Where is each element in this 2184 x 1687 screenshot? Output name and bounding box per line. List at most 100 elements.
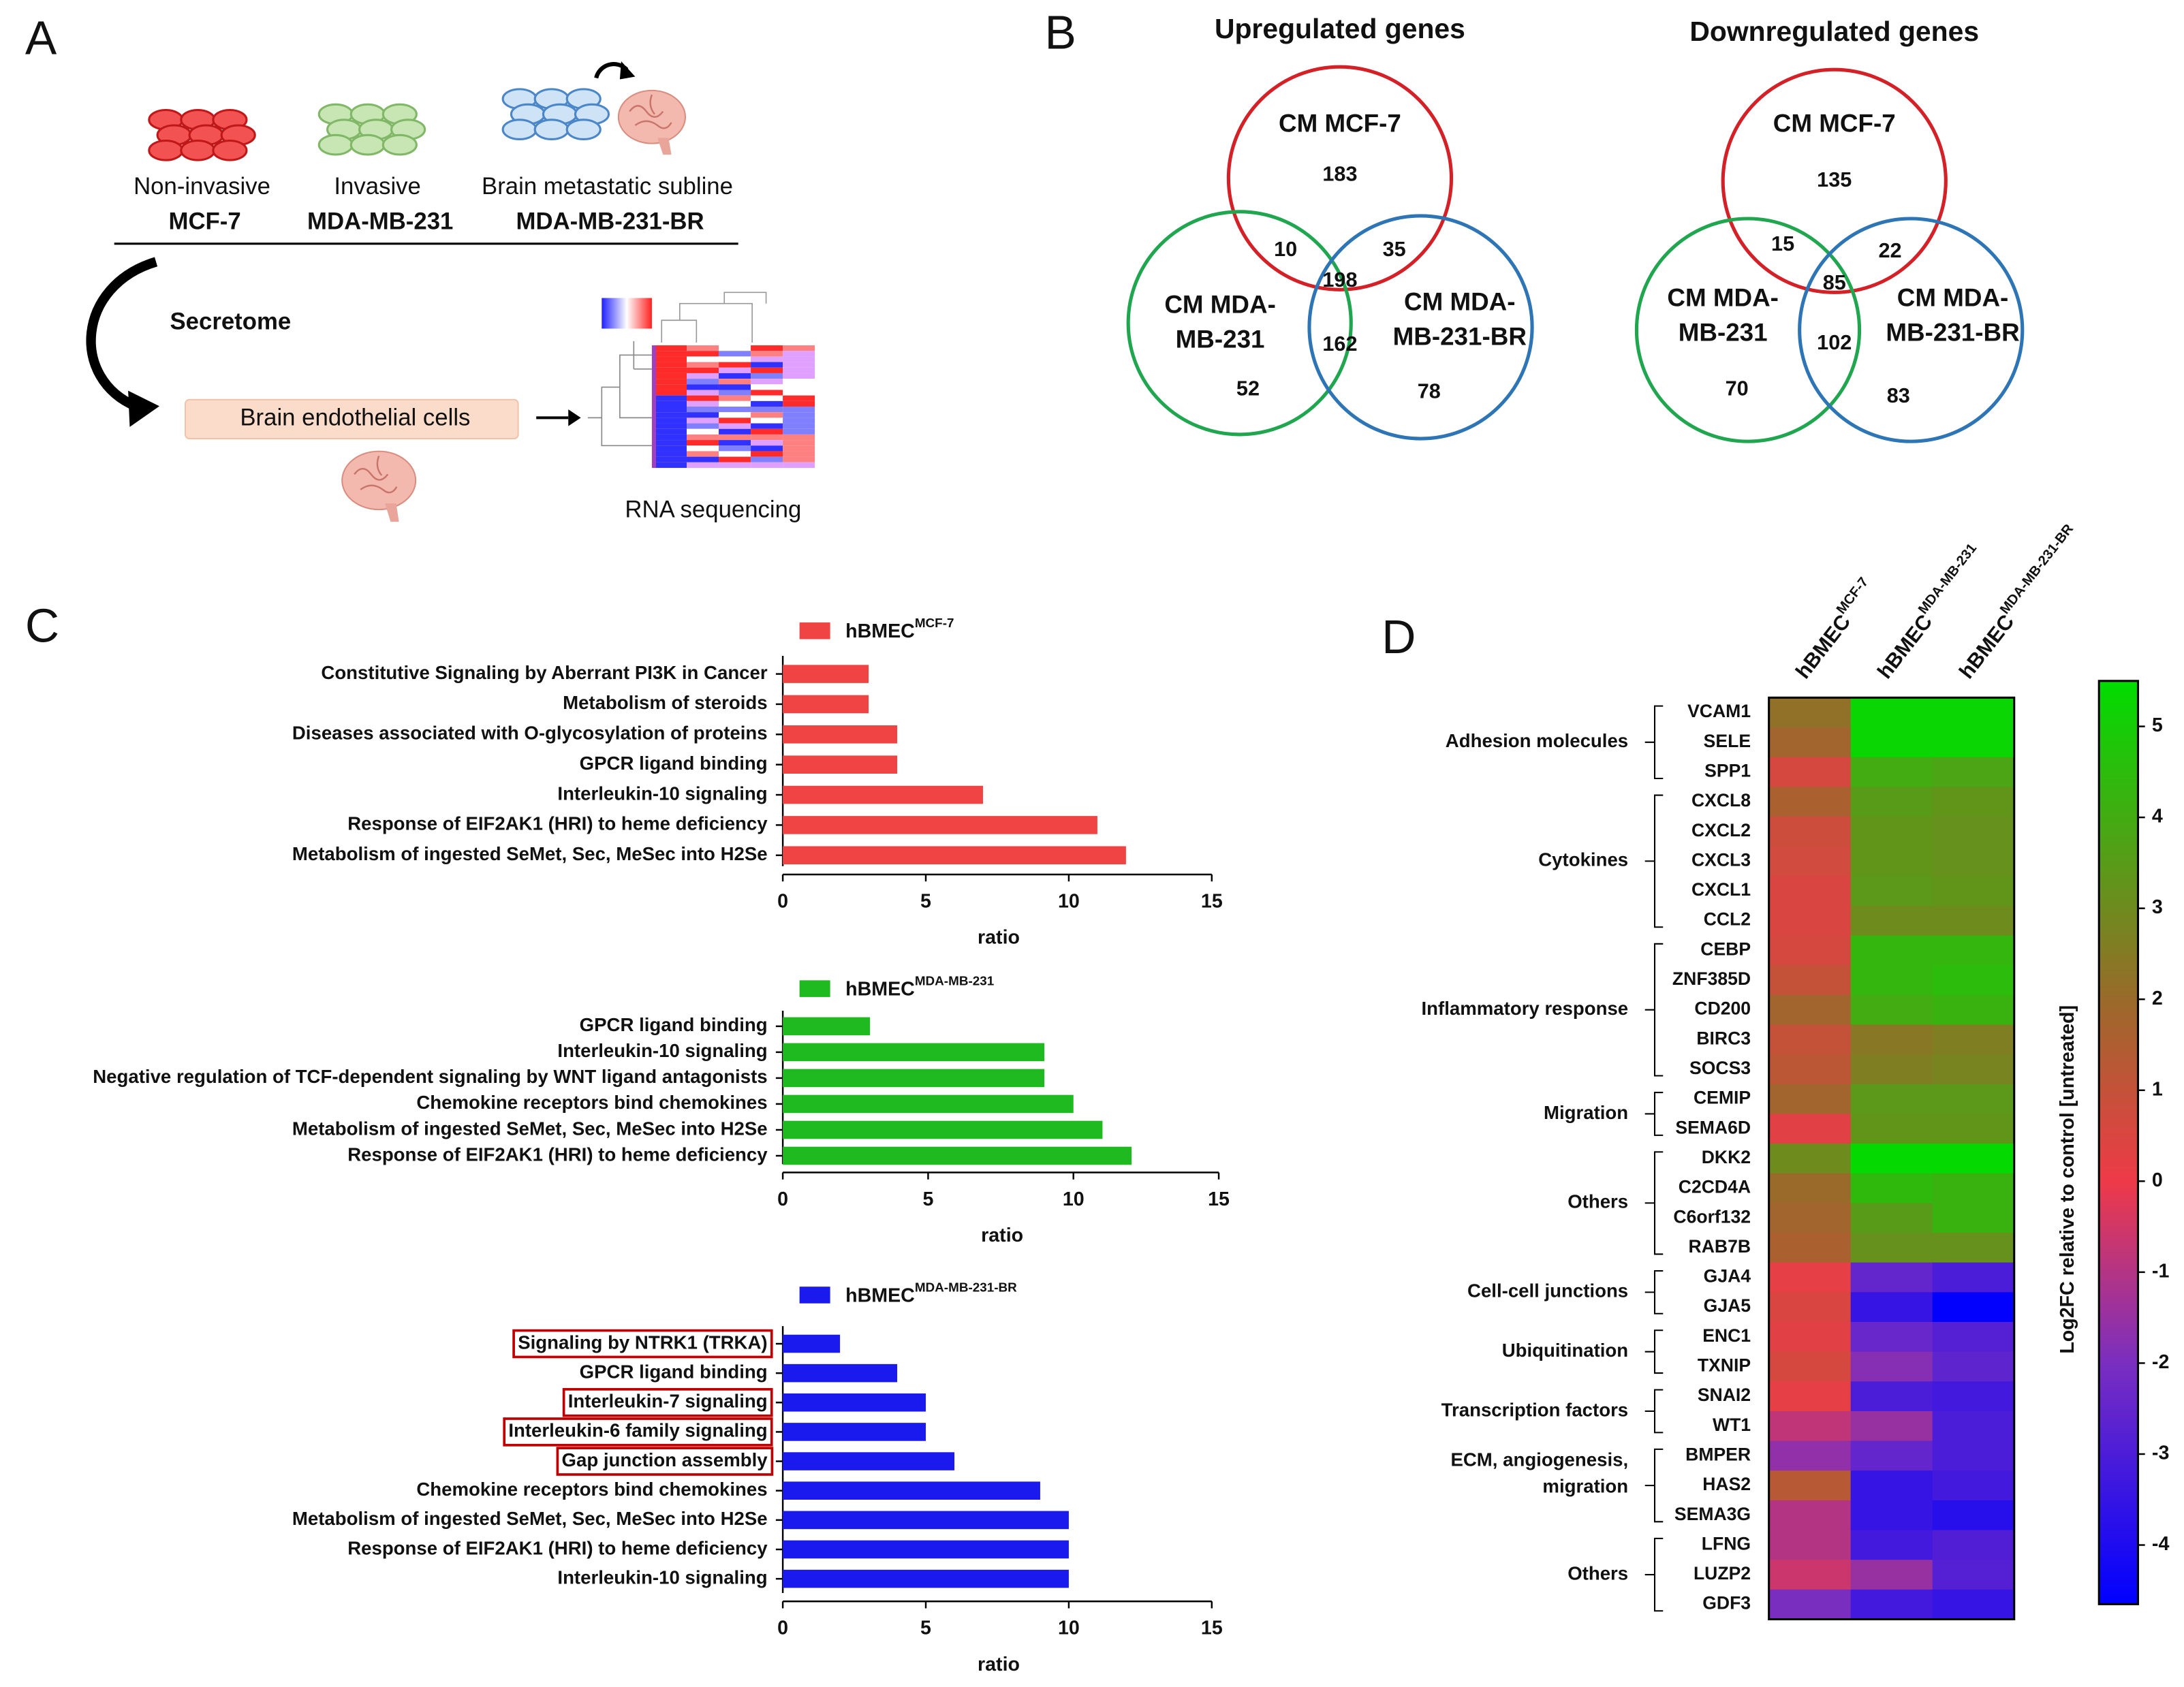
mini-cell [687, 434, 719, 441]
mini-cell [687, 345, 719, 351]
category-label: GPCR ligand binding [580, 1014, 768, 1035]
mini-cell [655, 434, 687, 441]
mini-cell [783, 400, 815, 407]
mini-cell [687, 423, 719, 429]
cell [349, 133, 386, 156]
mini-colorkey [602, 298, 652, 329]
gene-label: GJA5 [1704, 1295, 1751, 1316]
venn-count: 10 [1274, 238, 1297, 261]
colorbar-tick-label: 0 [2152, 1169, 2163, 1191]
bar [783, 1481, 1040, 1500]
mini-cell [655, 456, 687, 462]
panel-a-art [86, 61, 815, 468]
heatmap-cell [1850, 965, 1933, 996]
mini-cell [655, 395, 687, 401]
mini-cell [751, 456, 783, 462]
venn-circle [1226, 65, 1454, 291]
group-bracket [1644, 1151, 1664, 1255]
mini-cell [655, 351, 687, 357]
bar [783, 1363, 898, 1383]
venn-label: MB-231 [1176, 326, 1265, 353]
mini-cell [719, 395, 751, 401]
mini-cell [687, 351, 719, 357]
heatmap-cell [1850, 727, 1933, 758]
heatmap-cell [1768, 1322, 1852, 1353]
heatmap-cell [1932, 876, 2015, 906]
mini-cell [783, 367, 815, 373]
colorbar-tick-label: -3 [2152, 1442, 2169, 1464]
heatmap-cell [1768, 846, 1852, 877]
group-label: Others [1567, 1562, 1628, 1583]
mini-cell [751, 400, 783, 407]
bar [783, 1017, 871, 1036]
mini-sidebar [651, 345, 657, 468]
bar [783, 1146, 1132, 1165]
heatmap-cell [1850, 1322, 1933, 1353]
mini-cell [719, 379, 751, 385]
heatmap-cell [1768, 757, 1852, 788]
heatmap-cell [1932, 994, 2015, 1026]
mini-cell [687, 356, 719, 362]
mini-cell [783, 462, 815, 468]
heatmap-cell [1850, 1500, 1933, 1531]
legend-swatch [799, 1287, 830, 1304]
legend-swatch [799, 622, 830, 640]
highlight-box [562, 1388, 773, 1417]
heatmap-cell [1850, 757, 1933, 788]
x-tick-label: 15 [1208, 1188, 1230, 1210]
mini-cell [687, 445, 719, 452]
heatmap-cell [1768, 1589, 1852, 1620]
x-tick-label: 10 [1058, 1618, 1080, 1639]
bar [783, 1569, 1069, 1588]
mini-cell [655, 462, 687, 468]
gene-label: SPP1 [1704, 760, 1751, 781]
panel-letter: C [25, 599, 59, 652]
heatmap-cell [1850, 1054, 1933, 1085]
bar [783, 695, 869, 714]
mini-cell [783, 379, 815, 385]
heatmap-cell [1850, 1084, 1933, 1115]
heatmap-cell [1850, 994, 1933, 1026]
venn-count: 52 [1236, 377, 1260, 400]
venn-count: 83 [1887, 384, 1910, 407]
mini-cell [687, 407, 719, 413]
x-tick-label: 0 [777, 890, 788, 912]
venn-circle [1798, 217, 2025, 443]
gene-label: BMPER [1685, 1444, 1751, 1464]
heatmap-cell [1932, 1084, 2015, 1115]
mini-cell [687, 400, 719, 407]
heatmap-cell [1850, 1292, 1933, 1323]
legend-name: hBMEC [845, 1284, 915, 1306]
gene-label: RAB7B [1689, 1236, 1751, 1257]
heatmap-cell [1768, 1470, 1852, 1501]
bar [783, 665, 869, 683]
bar [783, 785, 983, 804]
bar [783, 1043, 1045, 1062]
brain-fold [354, 455, 398, 494]
cell [148, 139, 184, 161]
heatmap-cell [1932, 846, 2015, 877]
heatmap-cell [1768, 1054, 1852, 1085]
group-label: Inflammatory response [1422, 998, 1629, 1019]
heatmap-cell [1932, 1173, 2015, 1204]
bar [783, 725, 898, 744]
brain-stem [385, 503, 399, 522]
mini-cell [719, 456, 751, 462]
heatmap-cell [1932, 1292, 2015, 1323]
mini-cell [751, 367, 783, 373]
x-tick-label: 5 [920, 1618, 931, 1639]
mini-cell [783, 412, 815, 418]
heatmap-cell [1850, 1351, 1933, 1383]
category-label: GPCR ligand binding [580, 1361, 768, 1382]
cell [180, 139, 216, 161]
group-bracket [1644, 1092, 1664, 1136]
heatmap-cell [1932, 1440, 2015, 1472]
mini-cell [751, 395, 783, 401]
heatmap-cell [1850, 1440, 1933, 1472]
colorbar-tick-label: 5 [2152, 714, 2163, 736]
mini-cell [751, 423, 783, 429]
heatmap-cell [1768, 816, 1852, 847]
venn-count: 78 [1418, 380, 1441, 403]
mini-cell [751, 356, 783, 362]
heatmap-cell [1932, 1500, 2015, 1531]
